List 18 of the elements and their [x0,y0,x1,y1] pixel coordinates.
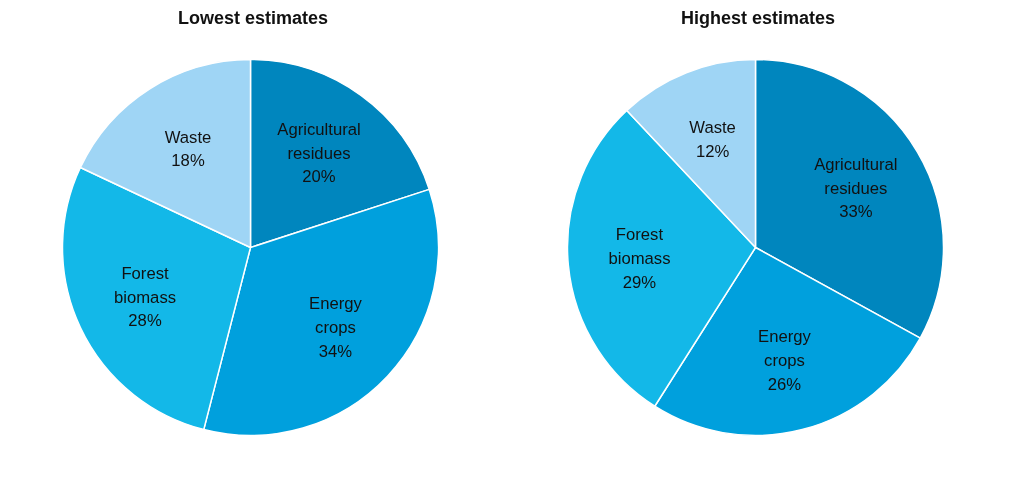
chart-title: Lowest estimates [177,7,329,28]
data-label: 29% [622,272,657,292]
slice-label: Forest biomass [608,225,671,268]
slice-label: Waste [689,117,736,137]
data-label: 12% [695,141,730,161]
slice-label: Energy crops [309,294,363,337]
data-label: 26% [767,374,802,394]
chart-title: Highest estimates [680,7,836,28]
data-label: 20% [302,167,336,187]
slice-label: Waste [164,127,212,147]
data-label: 28% [128,311,162,331]
slice-label: Forest biomass [114,263,177,307]
slice-label: Agricultural residues [814,154,898,198]
data-label: 18% [171,151,205,171]
data-label: 33% [839,202,873,222]
slice-label: Energy crops [758,327,812,370]
data-label: 34% [318,341,353,361]
slice-label: Agricultural residues [277,119,361,163]
